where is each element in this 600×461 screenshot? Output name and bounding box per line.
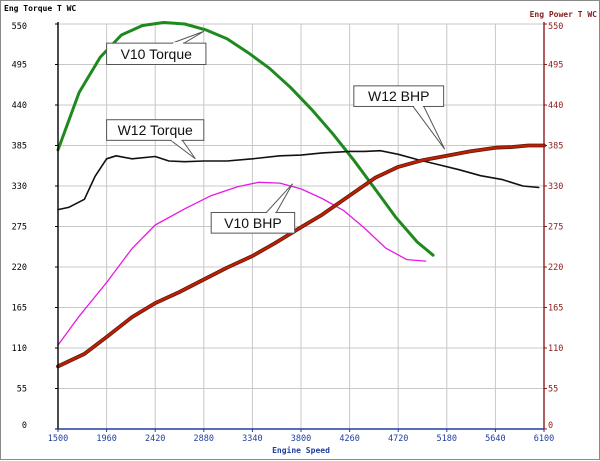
- y-left-tick-label: 165: [12, 304, 27, 314]
- x-tick-label: 1960: [96, 434, 116, 444]
- y-right-tick-label: 55: [548, 385, 558, 395]
- callouts: V10 Torque W12 Torque V10 BHP W12 BHP: [106, 30, 446, 234]
- y-right-tick-label: 220: [548, 263, 563, 273]
- y-left-tick-label: 220: [12, 263, 27, 273]
- y-left-tick-label: 550: [12, 22, 27, 32]
- callout-label: V10 BHP: [224, 215, 282, 231]
- x-tick-label: 5640: [485, 434, 505, 444]
- callout-w12_torque: W12 Torque: [106, 119, 205, 160]
- x-tick-label: 1500: [48, 434, 68, 444]
- y-right-tick-label: 0: [548, 421, 553, 431]
- y-left-tick-label: 385: [12, 142, 27, 152]
- y-right-tick-label: 550: [548, 22, 563, 32]
- callout-label: W12 Torque: [118, 122, 193, 138]
- y-right-axis-title: Eng Power T WC: [530, 10, 598, 19]
- axes: 0 0 55 55 110 110 165 165 220 220 275 275 330 330 385 3…: [12, 22, 563, 444]
- y-right-tick-label: 165: [548, 304, 563, 314]
- grid: [57, 23, 545, 430]
- y-left-tick-label: 110: [12, 344, 27, 354]
- y-left-axis-title: Eng Torque T WC: [4, 4, 76, 13]
- y-right-tick-label: 385: [548, 142, 563, 152]
- y-left-tick-label: 55: [17, 385, 27, 395]
- x-tick-label: 4260: [339, 434, 359, 444]
- x-tick-label: 6100: [534, 434, 554, 444]
- callout-box: [106, 42, 207, 65]
- callout-label: W12 BHP: [368, 88, 429, 104]
- series-line-v10_bhp: [57, 181, 427, 346]
- callout-box: [106, 119, 205, 141]
- x-tick-label: 3800: [291, 434, 311, 444]
- y-right-tick-label: 110: [548, 344, 563, 354]
- x-tick-label: 5180: [437, 434, 457, 444]
- y-left-tick-label: 0: [22, 421, 27, 431]
- y-right-tick-label: 330: [548, 182, 563, 192]
- x-tick-label: 4720: [388, 434, 408, 444]
- x-tick-label: 2880: [194, 434, 214, 444]
- series-line-w12_torque: [57, 149, 540, 211]
- callout-box: [353, 85, 445, 107]
- callout-v10_torque: V10 Torque: [106, 30, 207, 65]
- x-axis-title: Engine Speed: [272, 445, 330, 455]
- x-tick-label: 2420: [145, 434, 165, 444]
- plot-series: [56, 21, 546, 369]
- y-right-tick-label: 275: [548, 223, 563, 233]
- callout-w12_bhp: W12 BHP: [353, 85, 446, 150]
- callout-label: V10 Torque: [121, 46, 193, 62]
- x-tick-label: 3340: [242, 434, 262, 444]
- y-right-tick-label: 495: [548, 61, 563, 71]
- y-left-tick-label: 495: [12, 61, 27, 71]
- y-left-tick-label: 275: [12, 223, 27, 233]
- callout-v10_bhp: V10 BHP: [210, 183, 296, 234]
- y-left-tick-label: 440: [12, 101, 27, 111]
- callout-box: [210, 212, 296, 234]
- y-left-tick-label: 330: [12, 182, 27, 192]
- y-right-tick-label: 440: [548, 101, 563, 111]
- series-line-w12_bhp: [56, 144, 546, 368]
- series-line-v10_torque: [56, 21, 435, 257]
